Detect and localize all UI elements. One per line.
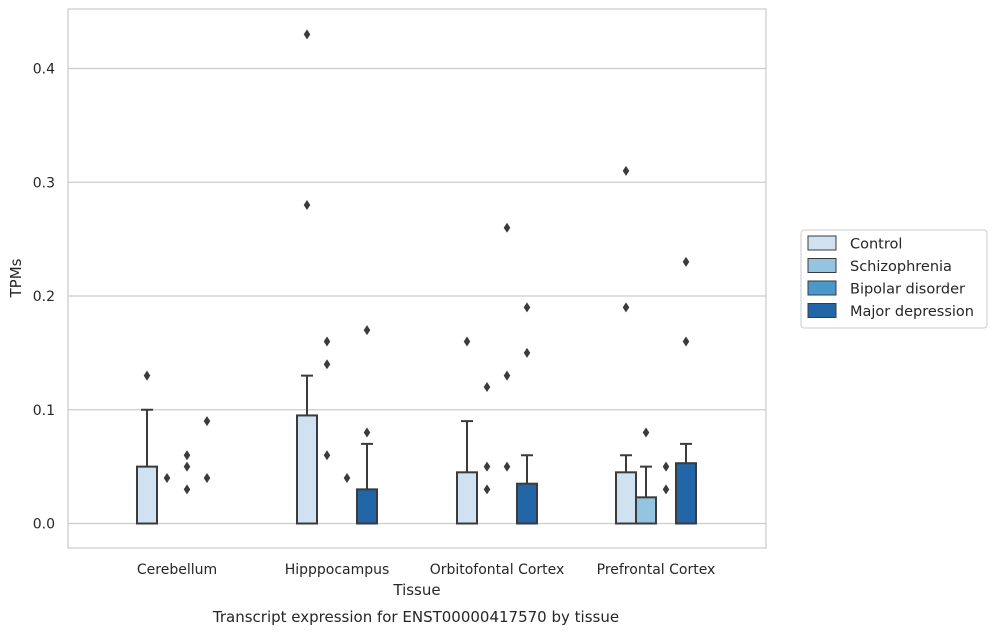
outlier-point bbox=[503, 222, 511, 233]
legend-swatch bbox=[807, 258, 837, 273]
plot-frame bbox=[67, 8, 767, 549]
outlier-point bbox=[682, 336, 690, 347]
outlier-point bbox=[503, 370, 511, 381]
y-tick-label: 0.3 bbox=[33, 175, 55, 191]
legend-label: Control bbox=[850, 237, 902, 253]
outlier-point bbox=[323, 336, 331, 347]
bar bbox=[516, 482, 538, 525]
outlier-point bbox=[523, 302, 531, 313]
legend: Control Schizophrenia Bipolar disorder Majo… bbox=[800, 229, 988, 329]
x-tick-label: Cerebellum bbox=[137, 562, 217, 578]
outlier-point bbox=[363, 427, 371, 438]
outlier-point bbox=[483, 382, 491, 392]
outlier-point bbox=[363, 325, 371, 336]
legend-swatch bbox=[807, 280, 837, 296]
legend-swatch bbox=[807, 303, 837, 318]
legend-label: Schizophrenia bbox=[850, 259, 952, 275]
bar bbox=[456, 471, 478, 525]
y-tick-label: 0.1 bbox=[33, 403, 55, 419]
outlier-point bbox=[183, 450, 191, 461]
outlier-point bbox=[203, 416, 211, 427]
outlier-point bbox=[323, 450, 331, 461]
bar bbox=[136, 465, 158, 525]
outlier-point bbox=[343, 473, 351, 483]
bar bbox=[675, 462, 697, 525]
outlier-point bbox=[622, 302, 630, 313]
bar bbox=[615, 471, 637, 525]
outlier-point bbox=[662, 461, 670, 472]
chart-caption: Transcript expression for ENST0000041757… bbox=[212, 608, 619, 626]
outlier-point bbox=[303, 200, 311, 210]
x-axis-ticks: Cerebellum Hipppocampus Orbitofontal Corte… bbox=[137, 562, 715, 578]
outlier-point bbox=[483, 461, 491, 472]
x-tick-label: Orbitofontal Cortex bbox=[430, 562, 565, 578]
legend-label: Bipolar disorder bbox=[850, 282, 965, 298]
legend-label: Major depression bbox=[850, 304, 974, 320]
outlier-point bbox=[642, 427, 650, 438]
gridlines bbox=[68, 67, 766, 525]
outlier-point bbox=[203, 473, 211, 483]
outlier-point bbox=[523, 347, 531, 358]
legend-frame bbox=[800, 229, 988, 329]
y-tick-label: 0.2 bbox=[33, 289, 55, 305]
outlier-point bbox=[323, 359, 331, 370]
y-tick-label: 0.0 bbox=[33, 517, 55, 533]
bar bbox=[356, 488, 378, 525]
legend-swatch bbox=[807, 235, 837, 251]
x-axis-label: Tissue bbox=[392, 581, 440, 599]
y-tick-label: 0.4 bbox=[33, 62, 55, 78]
outlier-point bbox=[682, 256, 690, 267]
x-tick-label: Prefrontal Cortex bbox=[597, 562, 716, 578]
outlier-point bbox=[163, 473, 171, 483]
outlier-point bbox=[183, 461, 191, 472]
outlier-point bbox=[483, 484, 491, 495]
outlier-point bbox=[303, 29, 311, 40]
bars bbox=[136, 374, 697, 525]
y-axis-ticks: 0.0 0.1 0.2 0.3 0.4 bbox=[33, 62, 55, 533]
outlier-point bbox=[503, 461, 511, 472]
outlier-point bbox=[662, 484, 670, 495]
outlier-point bbox=[143, 370, 151, 381]
x-tick-label: Hipppocampus bbox=[285, 562, 390, 578]
outlier-point bbox=[622, 165, 630, 176]
bar bbox=[635, 496, 657, 525]
outliers bbox=[143, 29, 690, 495]
outlier-point bbox=[463, 336, 471, 347]
outlier-point bbox=[183, 484, 191, 495]
bar bbox=[296, 414, 318, 525]
y-axis-label: TPMs bbox=[7, 258, 25, 298]
